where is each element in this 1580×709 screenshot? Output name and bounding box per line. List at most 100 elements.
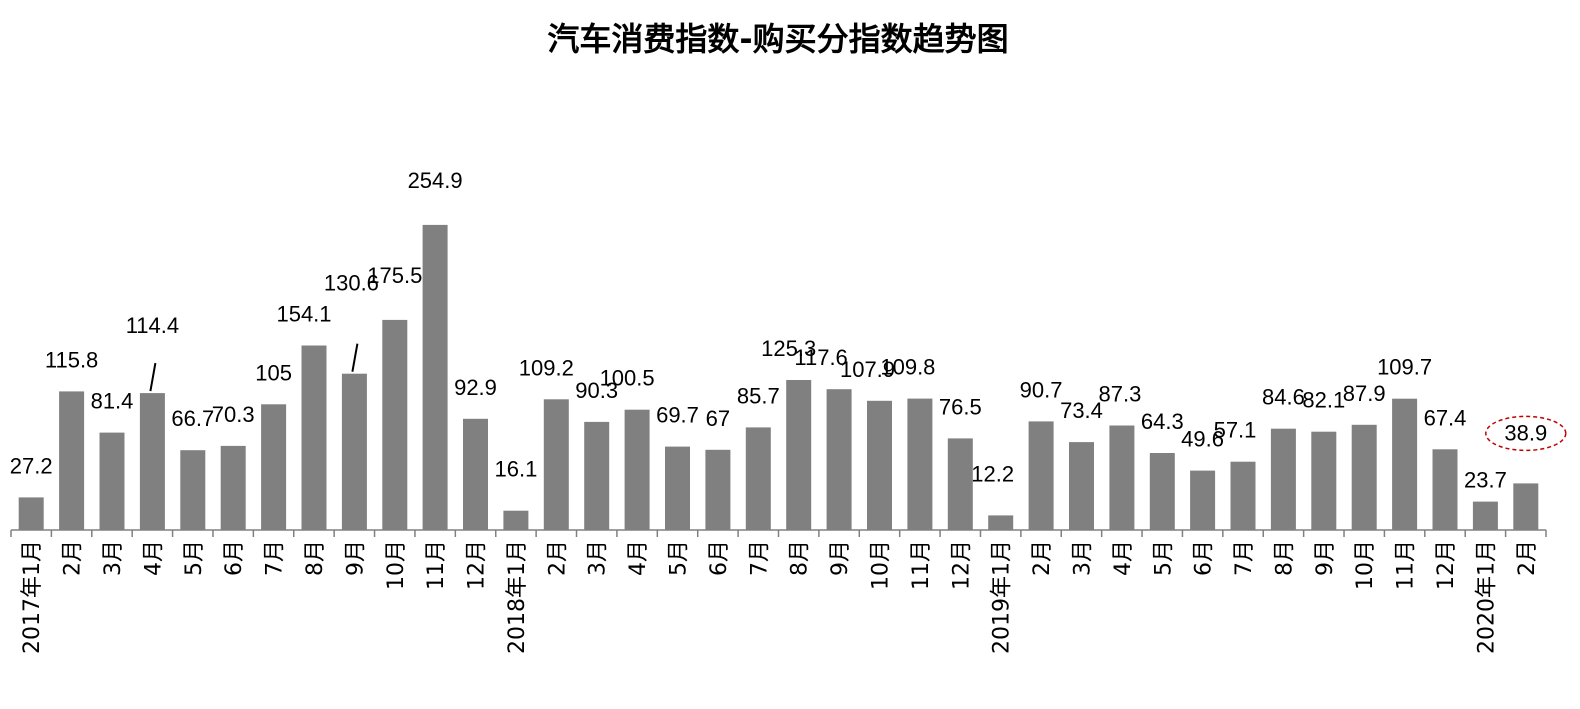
x-tick-label: 3月 [586,540,611,576]
data-label: 109.2 [519,355,574,380]
x-tick-label: 8月 [788,540,813,576]
bar [543,399,569,530]
data-label: 73.4 [1060,398,1103,423]
data-label: 82.1 [1302,388,1345,413]
bar [382,319,408,530]
bar [18,497,44,530]
x-tick-label: 5月 [182,540,207,576]
x-tick-label: 2017年1月 [20,540,45,654]
data-label: 254.9 [408,168,463,193]
bar [947,438,973,530]
data-label: 109.8 [880,355,935,380]
x-tick-label: 12月 [949,540,974,590]
x-tick-label: 3月 [1071,540,1096,576]
data-label: 109.7 [1377,355,1432,380]
x-tick-label: 11月 [424,540,449,590]
x-tick-label: 8月 [303,540,328,576]
bar [1351,424,1377,530]
data-label: 100.5 [600,366,655,391]
x-tick-label: 6月 [1192,540,1217,576]
data-label: 67 [706,406,730,431]
data-label: 84.6 [1262,385,1305,410]
x-tick-label: 12月 [465,540,490,590]
data-label: 90.7 [1020,377,1063,402]
x-tick-label: 7月 [263,540,288,576]
x-tick-label: 11月 [909,540,934,590]
bars-group [18,224,1539,530]
bar [220,445,246,530]
x-tick-label: 11月 [1394,540,1419,590]
x-tick-label: 5月 [667,540,692,576]
data-label: 70.3 [212,402,255,427]
x-tick-label: 9月 [828,540,853,576]
bar [463,418,488,530]
bar [907,398,933,530]
data-label: 117.6 [794,345,847,370]
data-label: 114.4 [126,313,179,338]
data-label: 85.7 [737,383,780,408]
x-tick-label: 2020年1月 [1474,540,1499,654]
x-tick-label: 10月 [384,540,409,590]
bar [1311,431,1337,530]
bar [786,380,812,530]
x-tick-label: 7月 [747,540,772,576]
data-label: 90.3 [575,378,618,403]
x-tick-label: 2月 [1030,540,1055,576]
bar [867,400,892,530]
bar [665,446,690,530]
bar [1109,425,1135,530]
bar [1513,483,1539,530]
bar [745,427,771,530]
bar [99,432,125,530]
x-tick-labels-group: 2017年1月 2月 3月 4月 5月 6月 7月 8月 9月 10月 11月 12月 2018年1月 2… [10,530,1547,654]
data-label: 49.6 [1181,427,1224,452]
data-label: 81.4 [91,389,134,414]
x-tick-label: 9月 [343,540,368,576]
bar [422,224,448,530]
data-label: 107.9 [840,357,895,382]
label-leader-lines [149,343,359,392]
bar [59,391,85,530]
data-label: 87.9 [1343,381,1386,406]
x-tick-label: 8月 [1272,540,1297,576]
data-label: 57.1 [1214,418,1257,443]
data-label: 115.8 [45,347,98,372]
x-tick-label: 2019年1月 [990,540,1015,654]
bar [584,421,610,530]
bar [624,409,650,530]
x-tick-label: 2018年1月 [505,540,530,654]
highlight-ellipse [1485,415,1567,452]
data-label: 67.4 [1424,405,1467,430]
x-tick-label: 4月 [1111,540,1136,576]
x-tick-label: 2月 [1515,540,1540,576]
data-label: 92.9 [454,375,497,400]
bar [1270,428,1296,530]
chart-title: 汽车消费指数-购买分指数趋势图 [547,20,1008,58]
data-labels-group: 27.2115.881.4114.466.770.3105154.1130.61… [10,168,1567,493]
x-tick-label: 10月 [869,540,894,590]
bar [988,515,1014,530]
data-label: 125.3 [761,336,816,361]
bar [1230,461,1256,530]
x-tick-label: 2月 [545,540,570,576]
data-label: 64.3 [1141,409,1184,434]
data-label: 66.7 [171,406,214,431]
data-label: 130.6 [324,271,379,296]
data-label: 12.2 [971,461,1014,486]
bar [1432,449,1458,530]
x-tick-label: 3月 [101,540,126,576]
bar [503,510,529,530]
x-tick-label: 2月 [61,540,86,576]
x-tick-label: 9月 [1313,540,1338,576]
data-label: 16.1 [494,457,537,482]
data-label: 175.5 [367,263,422,288]
x-tick-label: 4月 [141,540,166,576]
x-tick-label: 4月 [626,540,651,576]
bar [1472,501,1498,530]
bar [1392,398,1418,530]
x-tick-label: 6月 [222,540,247,576]
data-label: 23.7 [1464,468,1507,493]
bar [826,389,852,530]
data-label: 105 [255,360,292,385]
